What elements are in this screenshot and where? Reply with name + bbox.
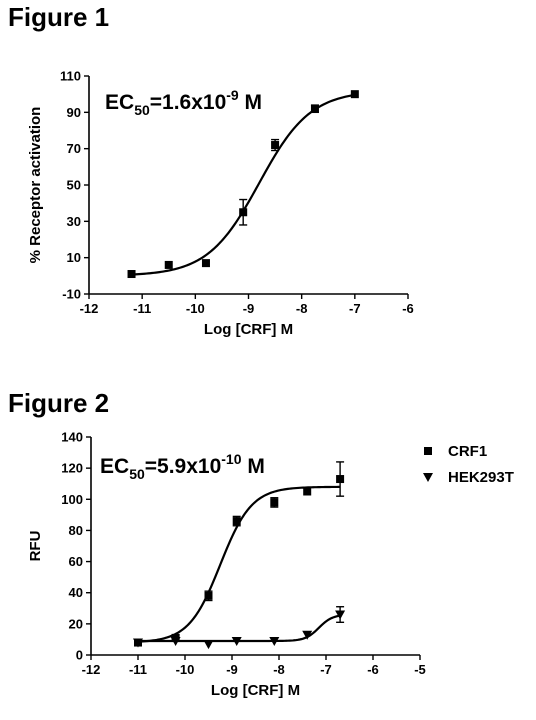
legend-label: CRF1	[448, 443, 487, 460]
data-point-triangle	[269, 636, 280, 646]
x-tick-label: -12	[82, 662, 101, 677]
ec50-unit: M	[239, 91, 262, 114]
figure-2-title: Figure 2	[8, 388, 110, 418]
ec50-annotation: EC50=5.9x10-10 M	[100, 451, 265, 482]
y-tick-label: 10	[67, 250, 81, 265]
x-tick-label: -7	[349, 301, 361, 316]
data-point-square	[127, 270, 136, 279]
y-tick-label: -10	[62, 287, 81, 302]
x-tick-label: -9	[243, 301, 255, 316]
y-tick-label: 0	[76, 648, 83, 663]
legend-label: HEK293T	[448, 469, 514, 486]
figure-1-title: Figure 1	[8, 2, 110, 32]
x-tick-label: -10	[186, 301, 205, 316]
data-point-square	[303, 487, 312, 496]
data-point-triangle	[133, 638, 143, 648]
ec50-value: =5.9x10	[145, 455, 222, 478]
data-point-triangle	[203, 640, 214, 650]
y-tick-label: 20	[69, 616, 83, 631]
y-tick-label: 140	[61, 430, 83, 445]
x-tick-label: -8	[273, 662, 285, 677]
data-point-square	[239, 208, 248, 217]
y-tick-label: 50	[67, 178, 81, 193]
ec50-subscript: 50	[129, 466, 145, 482]
chart-figure-2: -12 -11 -10 -9 -8 -7 -6 -5 0 20 40 60 80 100 120 140 Log…	[27, 430, 514, 700]
x-tick-label: -6	[402, 301, 414, 316]
y-tick-label: 60	[69, 554, 83, 569]
y-tick-label: 90	[67, 105, 81, 120]
data-point-square	[350, 90, 359, 99]
x-tick-label: -11	[133, 301, 151, 316]
data-point-square	[336, 475, 345, 484]
x-tick-label: -8	[296, 301, 308, 316]
y-tick-label: 100	[61, 492, 83, 507]
y-tick-label: 40	[69, 585, 83, 600]
x-axis-label: Log [CRF] M	[211, 682, 300, 699]
data-point-square	[201, 259, 210, 268]
y-axis-label: % Receptor activation	[27, 107, 44, 264]
x-axis-label: Log [CRF] M	[204, 321, 293, 338]
x-tick-label: -12	[80, 301, 99, 316]
data-point-triangle	[302, 630, 313, 640]
data-point-triangle	[170, 636, 181, 646]
y-tick-label: 70	[67, 141, 81, 156]
data-point-triangle	[231, 636, 242, 646]
data-point-square	[204, 591, 213, 600]
ec50-annotation: EC50=1.6x10-9 M	[105, 87, 262, 118]
y-axis-label: RFU	[27, 531, 44, 562]
legend-marker-triangle	[423, 473, 433, 482]
y-tick-label: 30	[67, 214, 81, 229]
ec50-exponent: -9	[226, 87, 239, 103]
y-tick-label: 110	[60, 69, 81, 84]
data-point-square	[310, 104, 319, 113]
ec50-subscript: 50	[134, 102, 150, 118]
ec50-prefix: EC	[100, 455, 129, 478]
data-point-square	[271, 141, 280, 150]
chart-figure-1: -12 -11 -10 -9 -8 -7 -6 -10 10 30 50 70 90 110 Log [CR…	[27, 69, 414, 339]
fit-curve	[137, 485, 341, 643]
y-tick-label: 80	[69, 523, 83, 538]
x-tick-label: -6	[367, 662, 379, 677]
x-tick-label: -9	[226, 662, 238, 677]
y-tick-label: 120	[61, 461, 83, 476]
x-tick-label: -7	[320, 662, 332, 677]
data-point-square	[232, 517, 241, 526]
data-point-triangle	[335, 610, 346, 620]
data-point-square	[164, 260, 173, 269]
ec50-exponent: -10	[221, 451, 241, 467]
x-tick-label: -10	[176, 662, 195, 677]
fit-curve	[131, 93, 356, 276]
ec50-value: =1.6x10	[150, 91, 227, 114]
x-tick-label: -5	[414, 662, 426, 677]
legend-marker-square	[424, 447, 432, 455]
data-point-square	[270, 498, 279, 507]
x-tick-label: -11	[129, 662, 147, 677]
ec50-prefix: EC	[105, 91, 134, 114]
ec50-unit: M	[242, 455, 265, 478]
